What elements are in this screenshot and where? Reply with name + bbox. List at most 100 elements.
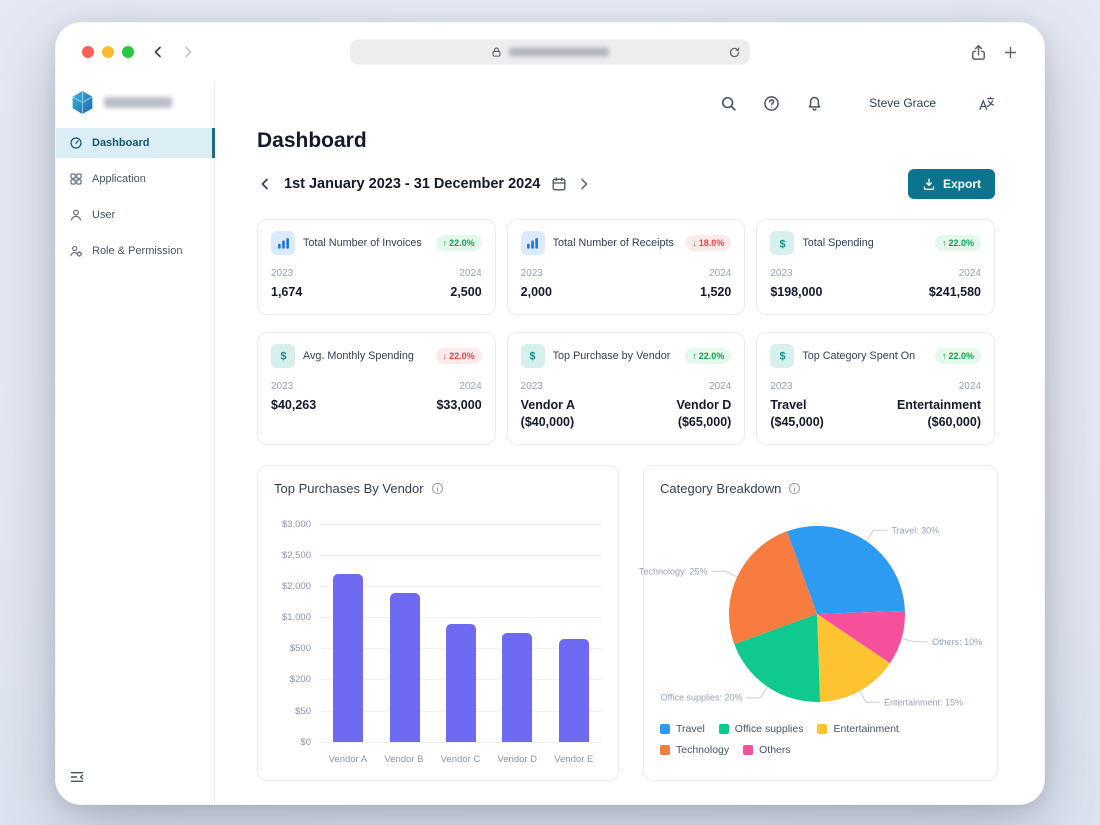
legend-item-entertainment[interactable]: Entertainment xyxy=(817,723,899,735)
stat-card-top-category-spent-on: $ Top Category Spent On ↑ 22.0% 2023 Trav… xyxy=(756,331,995,445)
search-icon[interactable] xyxy=(720,95,737,112)
sidebar-collapse-icon[interactable] xyxy=(69,769,85,785)
y-tick-label: $2,000 xyxy=(281,580,311,592)
bar-vendor-a[interactable] xyxy=(333,573,364,742)
pie-slice-travel[interactable] xyxy=(786,525,905,614)
sidebar-item-label: Dashboard xyxy=(92,137,150,149)
bar-vendor-b[interactable] xyxy=(389,592,420,742)
date-prev-chevron-icon[interactable] xyxy=(257,176,273,192)
bar-chart-icon xyxy=(271,231,295,255)
browser-forward-button[interactable] xyxy=(180,44,196,60)
sidebar-item-user[interactable]: User xyxy=(56,200,214,230)
share-icon[interactable] xyxy=(970,44,987,61)
trend-arrow-icon: ↑ xyxy=(941,238,947,248)
date-range-text[interactable]: 1st January 2023 - 31 December 2024 xyxy=(284,176,541,192)
pie-label-line xyxy=(901,637,929,642)
browser-toolbar xyxy=(56,23,1044,81)
pie-callout-label: Office supplies: 20% xyxy=(661,692,743,702)
stat-card-total-spending: $ Total Spending ↑ 22.0% 2023 $198,000 20… xyxy=(756,219,995,315)
stat-year-left: 2023 xyxy=(520,380,543,392)
bar-vendor-e[interactable] xyxy=(558,638,589,742)
trend-badge: ↓ 22.0% xyxy=(435,347,482,364)
y-tick-label: $500 xyxy=(289,643,311,655)
address-bar[interactable] xyxy=(350,39,750,65)
page-title: Dashboard xyxy=(257,129,367,152)
stat-year-left: 2023 xyxy=(770,380,793,392)
legend-item-office-supplies[interactable]: Office supplies xyxy=(718,723,803,735)
browser-right-actions xyxy=(970,44,1018,61)
dollar-icon: $ xyxy=(770,343,795,368)
stat-value-right: Vendor D ($65,000) xyxy=(676,397,732,429)
legend-item-technology[interactable]: Technology xyxy=(660,744,729,756)
trend-arrow-icon: ↑ xyxy=(692,350,697,361)
export-button-label: Export xyxy=(942,177,981,191)
y-tick-label: $0 xyxy=(300,736,311,748)
browser-window: Dashboard Application User Role & Permis… xyxy=(55,22,1045,805)
info-icon[interactable] xyxy=(788,482,801,495)
sidebar-item-application[interactable]: Application xyxy=(56,164,214,194)
app-header-actions: Steve Grace xyxy=(257,89,995,117)
export-button[interactable]: Export xyxy=(907,169,995,199)
legend-item-others[interactable]: Others xyxy=(743,744,791,756)
browser-back-button[interactable] xyxy=(150,44,166,60)
help-icon[interactable] xyxy=(763,95,780,112)
pie-label-line xyxy=(859,690,880,703)
pie-callout-label: Entertainment: 15% xyxy=(884,697,963,707)
stat-year-right: 2024 xyxy=(459,268,482,279)
stat-value-right: $241,580 xyxy=(928,285,981,299)
gridline xyxy=(320,617,602,619)
stat-card-avg-monthly-spending: $ Avg. Monthly Spending ↓ 22.0% 2023 $40,… xyxy=(257,331,496,445)
pie-chart-title: Category Breakdown xyxy=(660,481,782,497)
stat-value-left: Travel ($45,000) xyxy=(770,397,824,429)
legend-item-travel[interactable]: Travel xyxy=(660,723,705,735)
role-icon xyxy=(69,244,83,258)
user-name[interactable]: Steve Grace xyxy=(869,96,936,110)
gridline xyxy=(320,741,602,743)
trend-badge: ↑ 22.0% xyxy=(685,347,732,364)
bar-chart-x-axis: Vendor A Vendor B Vendor C Vendor D Vendor E xyxy=(320,754,602,765)
traffic-lights xyxy=(82,46,134,58)
translate-icon[interactable] xyxy=(978,95,995,112)
notifications-bell-icon[interactable] xyxy=(806,95,823,112)
new-tab-icon[interactable] xyxy=(1003,45,1018,60)
pie-slice-others[interactable] xyxy=(817,610,905,663)
bar-vendor-c[interactable] xyxy=(445,623,476,742)
x-tick-label: Vendor A xyxy=(328,753,368,765)
pie-callout-label: Others: 10% xyxy=(932,636,982,646)
brand-name-redacted xyxy=(104,97,172,108)
legend-swatch xyxy=(660,744,670,755)
bar-chart: $3,000 $2,500 $2,000 $1,000 $500 $200 $50 $0 Ven… xyxy=(274,519,602,765)
date-next-chevron-icon[interactable] xyxy=(576,176,592,192)
bar-chart-plot xyxy=(320,523,602,743)
gridline xyxy=(320,585,602,587)
sidebar: Dashboard Application User Role & Permis… xyxy=(56,81,215,804)
stat-value-right: 2,500 xyxy=(450,285,482,299)
trend-badge: ↑ 22.0% xyxy=(934,347,981,364)
stat-card-title: Total Spending xyxy=(802,237,874,249)
info-icon[interactable] xyxy=(431,482,444,495)
y-tick-label: $2,500 xyxy=(281,549,311,561)
sidebar-item-role-permission[interactable]: Role & Permission xyxy=(56,236,214,266)
reload-icon[interactable] xyxy=(728,46,741,59)
pie-callout-label: Technology: 25% xyxy=(639,566,708,576)
calendar-icon[interactable] xyxy=(551,176,567,192)
bar-vendor-d[interactable] xyxy=(502,632,533,742)
window-minimize-button[interactable] xyxy=(102,46,114,58)
stat-value-left: Vendor A ($40,000) xyxy=(520,397,576,429)
dashboard-icon xyxy=(69,136,83,150)
pie-label-line xyxy=(865,529,888,541)
stat-card-title: Top Category Spent On xyxy=(802,349,916,362)
legend-swatch xyxy=(743,744,754,755)
pie-slice-entertainment[interactable] xyxy=(817,613,890,702)
gridline xyxy=(320,523,602,525)
stat-card-title: Total Number of Receipts xyxy=(552,237,674,249)
window-zoom-button[interactable] xyxy=(122,46,134,58)
window-close-button[interactable] xyxy=(82,46,94,58)
pie-slice-office-supplies[interactable] xyxy=(734,613,821,702)
y-tick-label: $50 xyxy=(295,705,311,717)
pie-slice-technology[interactable] xyxy=(728,530,817,644)
sidebar-item-dashboard[interactable]: Dashboard xyxy=(56,128,215,158)
svg-text:$: $ xyxy=(280,351,286,363)
gridline xyxy=(320,554,602,556)
browser-nav-arrows xyxy=(150,44,196,60)
